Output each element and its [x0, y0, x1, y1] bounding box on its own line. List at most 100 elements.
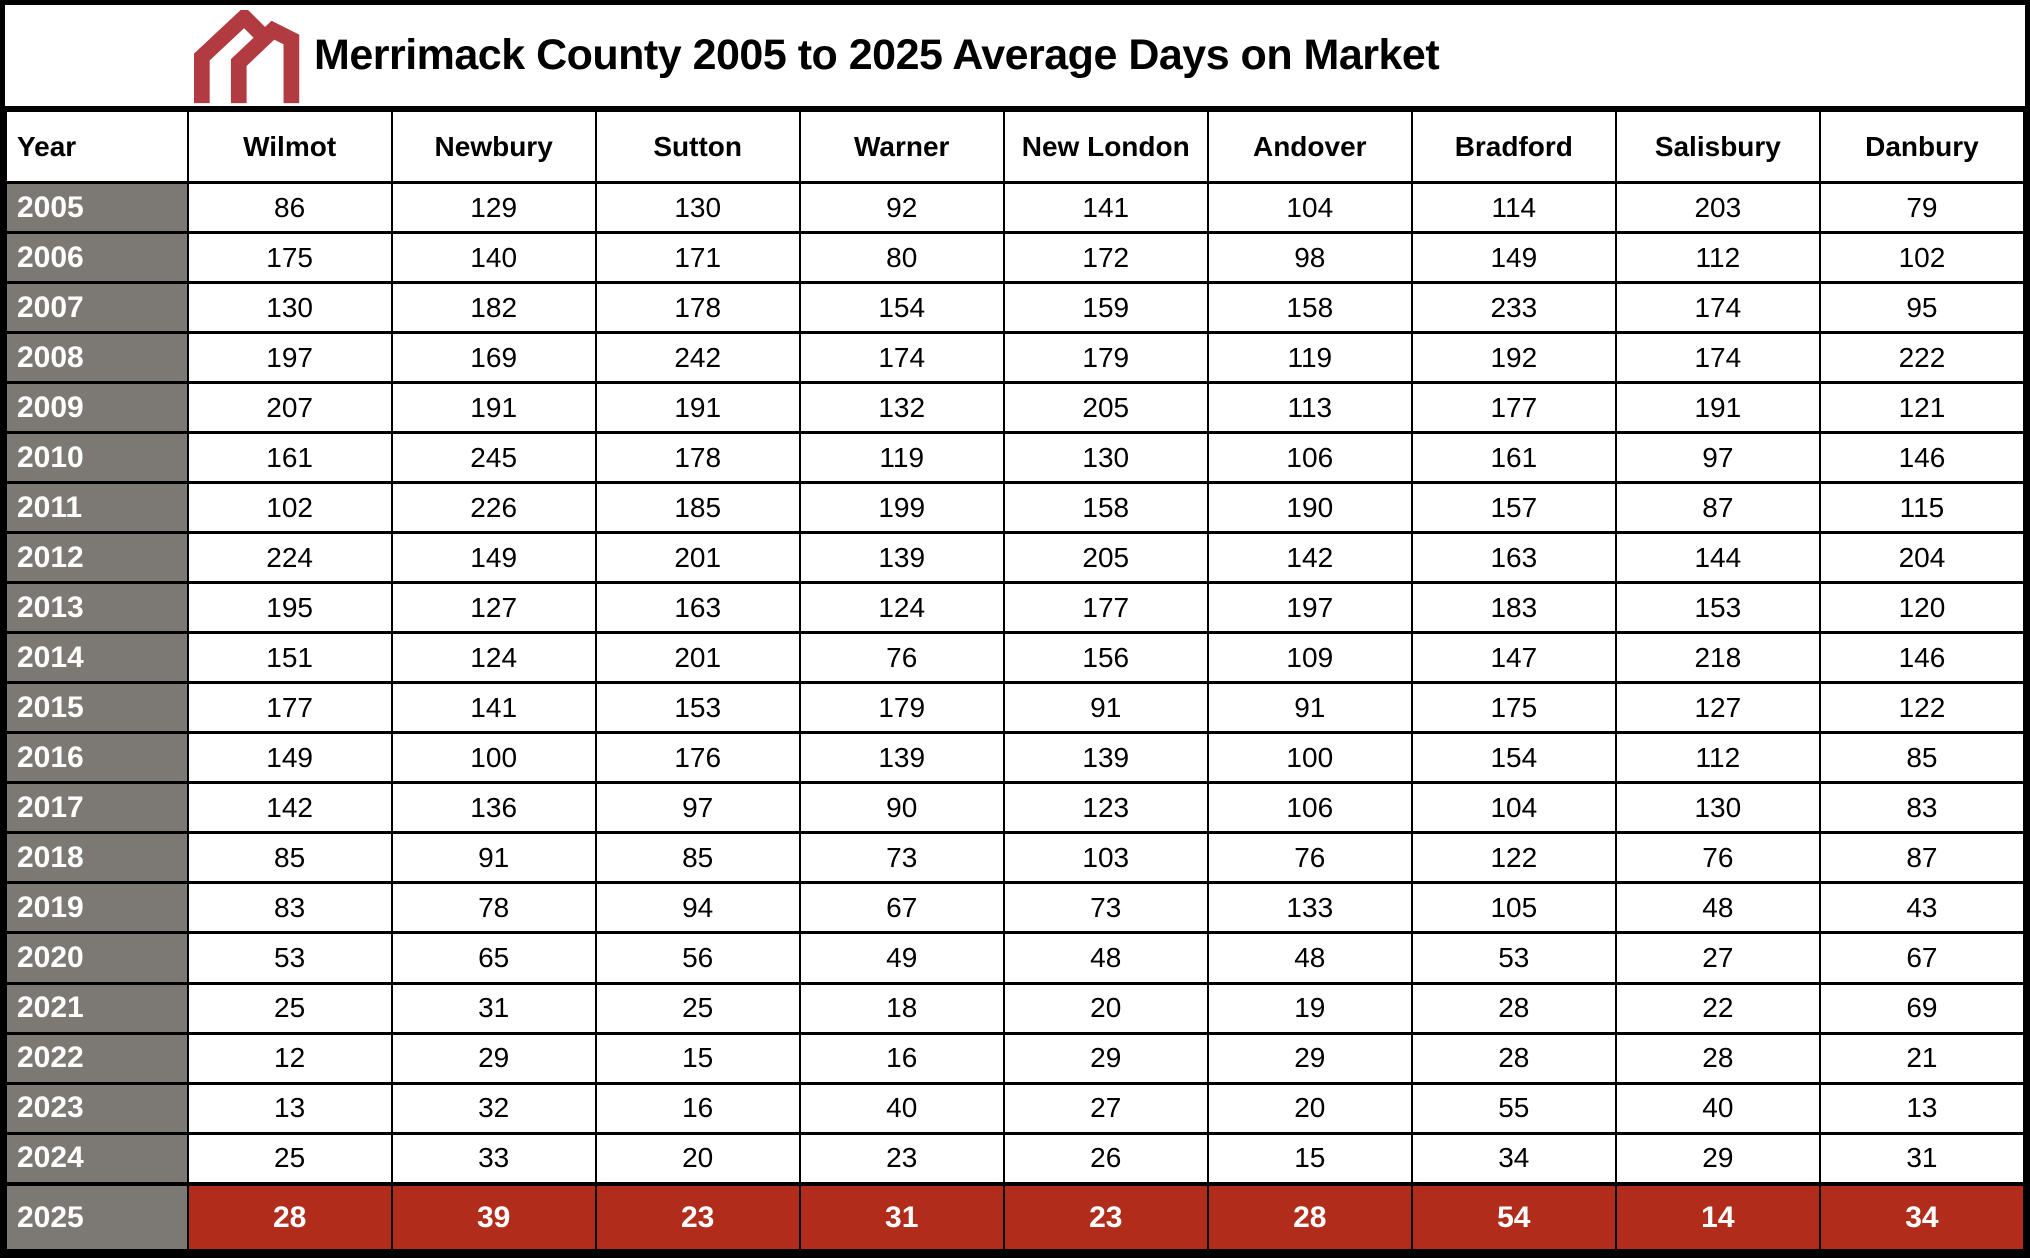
- data-cell: 76: [1614, 831, 1821, 884]
- data-cell: 149: [186, 731, 393, 784]
- year-cell: 2024: [5, 1131, 189, 1185]
- year-cell: 2020: [5, 931, 189, 985]
- year-cell: 2005: [5, 180, 189, 234]
- data-cell: 25: [594, 981, 801, 1035]
- data-cell: 26: [1002, 1131, 1209, 1185]
- table-row-2008: 2008 197 169 242 174 179 119 192 174 222: [5, 331, 2026, 384]
- data-cell: 154: [1410, 731, 1617, 784]
- data-cell: 156: [1002, 631, 1209, 684]
- table-row-2022: 2022 12 29 15 16 29 29 28 28 21: [5, 1031, 2026, 1085]
- data-cell: 28: [186, 1182, 393, 1251]
- data-cell: 43: [1818, 881, 2026, 934]
- data-cell: 92: [798, 180, 1005, 234]
- table-body: 2005 86 129 130 92 141 104 114 203 79 2006 175 140 17…: [5, 180, 2026, 1251]
- data-cell: 201: [594, 531, 801, 584]
- table-row-2015: 2015 177 141 153 179 91 91 175 127 122: [5, 681, 2026, 734]
- data-cell: 149: [1410, 231, 1617, 284]
- data-cell: 224: [186, 531, 393, 584]
- data-cell: 18: [798, 981, 1005, 1035]
- data-cell: 28: [1614, 1031, 1821, 1085]
- data-cell: 97: [594, 781, 801, 834]
- table-header: Year Wilmot Newbury Sutton Warner New London A…: [5, 109, 2026, 184]
- year-cell: 2009: [5, 381, 189, 434]
- data-cell: 33: [390, 1131, 597, 1185]
- data-cell: 15: [594, 1031, 801, 1085]
- column-header-andover: Andover: [1206, 109, 1413, 184]
- data-cell: 48: [1614, 881, 1821, 934]
- data-cell: 53: [1410, 931, 1617, 985]
- table-row-2017: 2017 142 136 97 90 123 106 104 130 83: [5, 781, 2026, 834]
- data-cell: 121: [1818, 381, 2026, 434]
- data-cell: 28: [1410, 981, 1617, 1035]
- data-cell: 34: [1410, 1131, 1617, 1185]
- data-cell: 39: [390, 1182, 597, 1251]
- year-cell: 2021: [5, 981, 189, 1035]
- data-cell: 175: [186, 231, 393, 284]
- data-cell: 124: [798, 581, 1005, 634]
- data-cell: 109: [1206, 631, 1413, 684]
- data-cell: 192: [1410, 331, 1617, 384]
- data-cell: 105: [1410, 881, 1617, 934]
- table-row-2019: 2019 83 78 94 67 73 133 105 48 43: [5, 881, 2026, 934]
- data-cell: 54: [1410, 1182, 1617, 1251]
- data-cell: 23: [1002, 1182, 1209, 1251]
- data-cell: 91: [1206, 681, 1413, 734]
- column-header-wilmot: Wilmot: [186, 109, 393, 184]
- data-cell: 146: [1818, 431, 2026, 484]
- data-cell: 119: [1206, 331, 1413, 384]
- data-cell: 177: [1002, 581, 1209, 634]
- data-cell: 73: [798, 831, 1005, 884]
- data-cell: 130: [1002, 431, 1209, 484]
- data-cell: 205: [1002, 381, 1209, 434]
- data-cell: 157: [1410, 481, 1617, 534]
- data-cell: 204: [1818, 531, 2026, 584]
- data-cell: 20: [594, 1131, 801, 1185]
- data-cell: 114: [1410, 180, 1617, 234]
- data-cell: 86: [186, 180, 393, 234]
- data-cell: 177: [186, 681, 393, 734]
- data-cell: 178: [594, 431, 801, 484]
- data-cell: 222: [1818, 331, 2026, 384]
- data-cell: 22: [1614, 981, 1821, 1035]
- data-cell: 48: [1206, 931, 1413, 985]
- data-cell: 130: [594, 180, 801, 234]
- data-cell: 87: [1818, 831, 2026, 884]
- data-cell: 53: [186, 931, 393, 985]
- data-cell: 112: [1614, 231, 1821, 284]
- data-cell: 199: [798, 481, 1005, 534]
- data-cell: 13: [1818, 1081, 2026, 1135]
- data-cell: 55: [1410, 1081, 1617, 1135]
- header-row: Year Wilmot Newbury Sutton Warner New London A…: [5, 109, 2026, 184]
- data-cell: 182: [390, 281, 597, 334]
- data-cell: 153: [1614, 581, 1821, 634]
- table-row-2007: 2007 130 182 178 154 159 158 233 174 95: [5, 281, 2026, 334]
- table-row-2011: 2011 102 226 185 199 158 190 157 87 115: [5, 481, 2026, 534]
- data-cell: 20: [1206, 1081, 1413, 1135]
- data-cell: 218: [1614, 631, 1821, 684]
- data-cell: 190: [1206, 481, 1413, 534]
- column-header-danbury: Danbury: [1818, 109, 2026, 184]
- data-cell: 97: [1614, 431, 1821, 484]
- data-cell: 20: [1002, 981, 1209, 1035]
- data-cell: 78: [390, 881, 597, 934]
- column-header-newbury: Newbury: [390, 109, 597, 184]
- data-cell: 159: [1002, 281, 1209, 334]
- data-cell: 76: [798, 631, 1005, 684]
- data-cell: 65: [390, 931, 597, 985]
- column-header-sutton: Sutton: [594, 109, 801, 184]
- data-cell: 14: [1614, 1182, 1821, 1251]
- data-cell: 100: [390, 731, 597, 784]
- data-cell: 29: [1002, 1031, 1209, 1085]
- year-cell: 2022: [5, 1031, 189, 1085]
- data-cell: 154: [798, 281, 1005, 334]
- data-cell: 23: [594, 1182, 801, 1251]
- data-cell: 67: [1818, 931, 2026, 985]
- data-cell: 130: [186, 281, 393, 334]
- year-cell: 2025: [5, 1182, 189, 1251]
- data-cell: 245: [390, 431, 597, 484]
- data-cell: 142: [1206, 531, 1413, 584]
- data-cell: 120: [1818, 581, 2026, 634]
- data-cell: 19: [1206, 981, 1413, 1035]
- data-cell: 172: [1002, 231, 1209, 284]
- data-cell: 76: [1206, 831, 1413, 884]
